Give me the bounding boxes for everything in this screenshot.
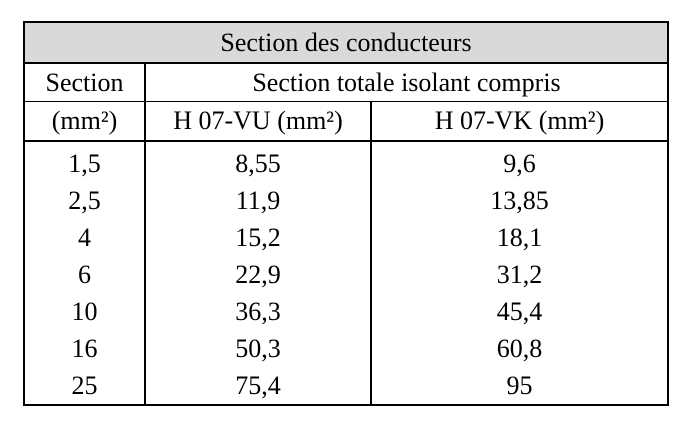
data-cell: 11,9 — [145, 182, 372, 219]
conductor-table: Section des conducteurs Section Section … — [23, 21, 669, 406]
data-cell: 95 — [506, 370, 533, 400]
data-row: 25 75,4 95 — [24, 367, 668, 405]
data-cell: 8,55 — [145, 141, 372, 182]
header-row: Section Section totale isolant compris — [24, 63, 668, 102]
data-cell: 9,6 — [503, 148, 536, 178]
header-cell: Section — [24, 63, 146, 102]
header-cell: H 07-VK (mm²) — [371, 101, 668, 142]
header-cell: Section totale isolant compris — [145, 63, 668, 102]
title-row: Section des conducteurs — [24, 22, 668, 64]
data-cell: 6 — [24, 256, 146, 293]
header-row: (mm²) H 07-VU (mm²) H 07-VK (mm²) — [24, 101, 668, 142]
data-cell: 13,85 — [490, 185, 549, 215]
data-row: 4 15,2 18,1 — [24, 219, 668, 256]
data-cell: 25 — [24, 367, 146, 405]
data-cell: 16 — [24, 330, 146, 367]
data-cell: 50,3 — [145, 330, 372, 367]
data-cell: 22,9 — [145, 256, 372, 293]
data-cell: 18,1 — [496, 222, 543, 252]
header-cell: (mm²) — [24, 101, 146, 142]
data-row: 10 36,3 45,4 — [24, 293, 668, 330]
table-head: Section des conducteurs Section Section … — [24, 22, 668, 142]
table-body: 1,5 8,55 9,6 2,5 11,9 13,85 4 15,2 18,1 6 22,9 31,2… — [24, 141, 668, 405]
data-cell: 60,8 — [496, 333, 543, 363]
data-row: 6 22,9 31,2 — [24, 256, 668, 293]
data-cell: 75,4 — [145, 367, 372, 405]
header-cell: H 07-VU (mm²) — [145, 101, 372, 142]
data-row: 1,5 8,55 9,6 — [24, 141, 668, 182]
data-cell: 15,2 — [145, 219, 372, 256]
data-cell: 1,5 — [24, 141, 146, 182]
data-cell: 10 — [24, 293, 146, 330]
data-cell: 4 — [24, 219, 146, 256]
table-title: Section des conducteurs — [24, 22, 668, 64]
data-cell: 2,5 — [24, 182, 146, 219]
data-cell: 36,3 — [145, 293, 372, 330]
data-cell: 31,2 — [496, 259, 543, 289]
data-row: 16 50,3 60,8 — [24, 330, 668, 367]
data-cell: 45,4 — [496, 296, 543, 326]
data-row: 2,5 11,9 13,85 — [24, 182, 668, 219]
